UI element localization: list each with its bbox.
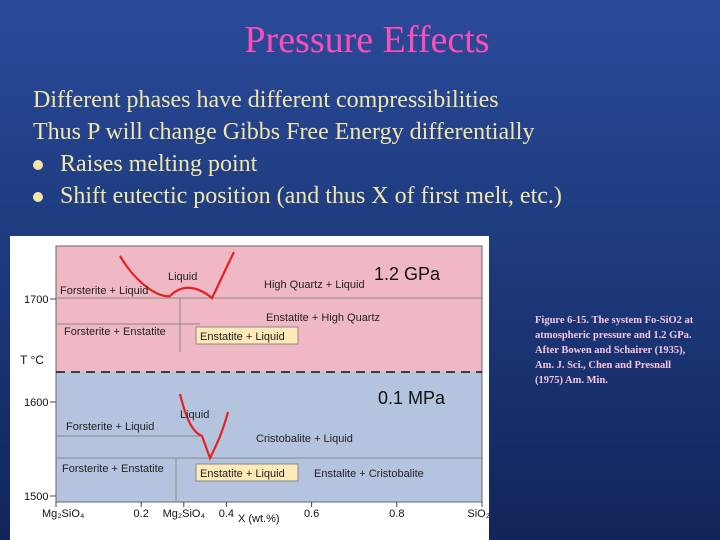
phase-diagram-svg: 1700 T °C 1600 1500 Mg₂SiO₄ 0.2 Mg₂SiO₄ 0.4… [20, 245, 489, 525]
slide-title: Pressure Effects [244, 19, 490, 61]
x-tick-label: Mg₂SiO₄ [42, 508, 85, 520]
bullet-dot-icon [33, 192, 43, 202]
phase-diagram: 1700 T °C 1600 1500 Mg₂SiO₄ 0.2 Mg₂SiO₄ 0.4… [10, 236, 489, 540]
hp-high-quartz-liquid-label: High Quartz + Liquid [264, 279, 365, 291]
hp-enstatite-liquid-box [195, 326, 299, 345]
lp-enstatite-liquid-box [195, 463, 299, 482]
plot-frame [55, 245, 483, 503]
lp-liquid-label: Liquid [180, 409, 209, 421]
x-tick-label: 0.4 [219, 508, 234, 520]
x-tick-label: 0.6 [304, 508, 319, 520]
lp-cristobalite-liquid-label: Cristobalite + Liquid [256, 433, 353, 445]
hp-enstatite-high-quartz-label: Enstatite + High Quartz [266, 312, 380, 324]
lp-enstatite-liquid-label: Enstatite + Liquid [200, 468, 285, 480]
bullet-item-2: Shift eutectic position (and thus X of f… [33, 180, 562, 212]
text-line-2: Thus P will change Gibbs Free Energy dif… [33, 119, 535, 145]
lp-liquidus-curve [178, 393, 230, 461]
bullet-dot-icon [33, 160, 43, 170]
text-line-1: Different phases have different compress… [33, 87, 499, 113]
y-tick-1700: 1700 [24, 294, 48, 306]
bullet-list: Different phases have different compress… [33, 84, 562, 212]
lp-forsterite-liquid-label: Forsterite + Liquid [66, 421, 154, 433]
lp-pressure-label: 0.1 MPa [378, 388, 446, 408]
hp-liquid-label: Liquid [168, 271, 197, 283]
x-axis-ticks: Mg₂SiO₄ 0.2 Mg₂SiO₄ 0.4 0.6 0.8 SiO₂ [42, 502, 489, 520]
figure-caption: Figure 6-15. The system Fo-SiO2 at atmos… [535, 315, 694, 386]
bullet-text-1: Raises melting point [60, 151, 258, 177]
bullet-text-2: Shift eutectic position (and thus X of f… [60, 183, 562, 209]
hp-forsterite-enstatite-label: Forsterite + Enstatite [64, 326, 166, 338]
y-tick-1500: 1500 [24, 491, 48, 503]
y-axis-label: T °C [20, 353, 44, 367]
x-tick-label: Mg₂SiO₄ [163, 508, 206, 520]
x-axis-label: X (wt.%) [238, 513, 280, 525]
bullet-item-1: Raises melting point [33, 148, 562, 180]
x-tick-label: SiO₂ [467, 508, 489, 520]
x-tick-label: 0.2 [134, 508, 149, 520]
x-tick-label: 0.8 [389, 508, 404, 520]
hp-enstatite-liquid-label: Enstatite + Liquid [200, 331, 285, 343]
y-tick-1600: 1600 [24, 397, 48, 409]
lp-forsterite-enstatite-label: Forsterite + Enstatite [62, 463, 164, 475]
hp-forsterite-liquid-label: Forsterite + Liquid [60, 285, 148, 297]
hp-liquidus-curve [119, 251, 235, 300]
hp-pressure-label: 1.2 GPa [374, 264, 441, 284]
lp-enstatite-cristobalite-label: Enstalite + Cristobalite [314, 468, 424, 480]
